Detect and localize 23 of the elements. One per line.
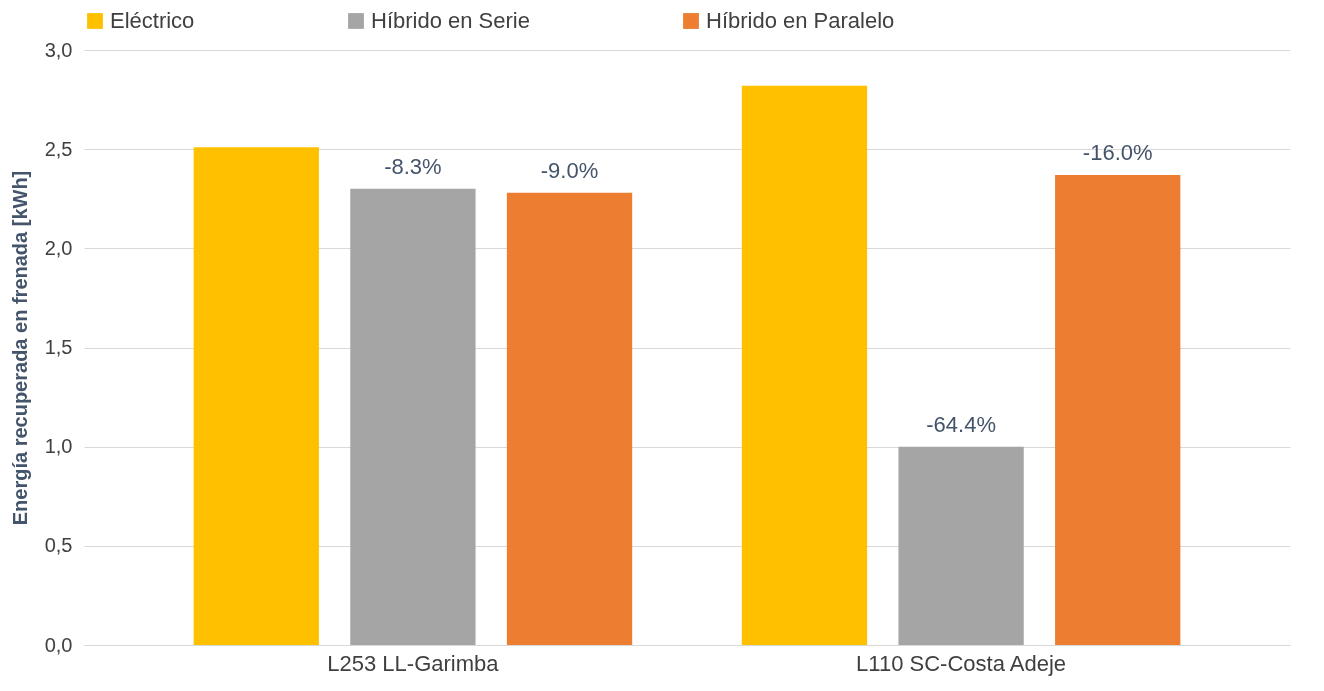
legend-label: Híbrido en Serie [371, 8, 530, 33]
bar [193, 147, 319, 645]
x-tick-label: L253 LL-Garimba [327, 650, 500, 676]
annotation: -64.4% [926, 411, 996, 437]
y-axis-title: Energía recuperada en frenada [kWh] [8, 170, 31, 526]
y-tick-label: 0,0 [44, 633, 73, 656]
legend-label: Eléctrico [110, 8, 195, 33]
y-tick-label: 2,5 [44, 137, 73, 160]
annotation: -16.0% [1082, 139, 1153, 165]
y-tick-label: 1,0 [44, 435, 73, 458]
annotation: -8.3% [384, 153, 442, 179]
annotation: -9.0% [540, 157, 599, 183]
legend-label: Híbrido en Paralelo [706, 8, 895, 33]
bar [898, 446, 1024, 645]
bar [1055, 174, 1181, 645]
bar [741, 85, 868, 645]
y-tick-label: 2,0 [44, 236, 73, 259]
bar [350, 188, 476, 645]
x-tick-label: L110 SC-Costa Adeje [856, 650, 1067, 676]
bar [506, 192, 633, 645]
y-tick-label: 3,0 [44, 38, 73, 61]
y-tick-label: 1,5 [44, 336, 73, 358]
y-tick-label: 0,5 [44, 534, 73, 557]
